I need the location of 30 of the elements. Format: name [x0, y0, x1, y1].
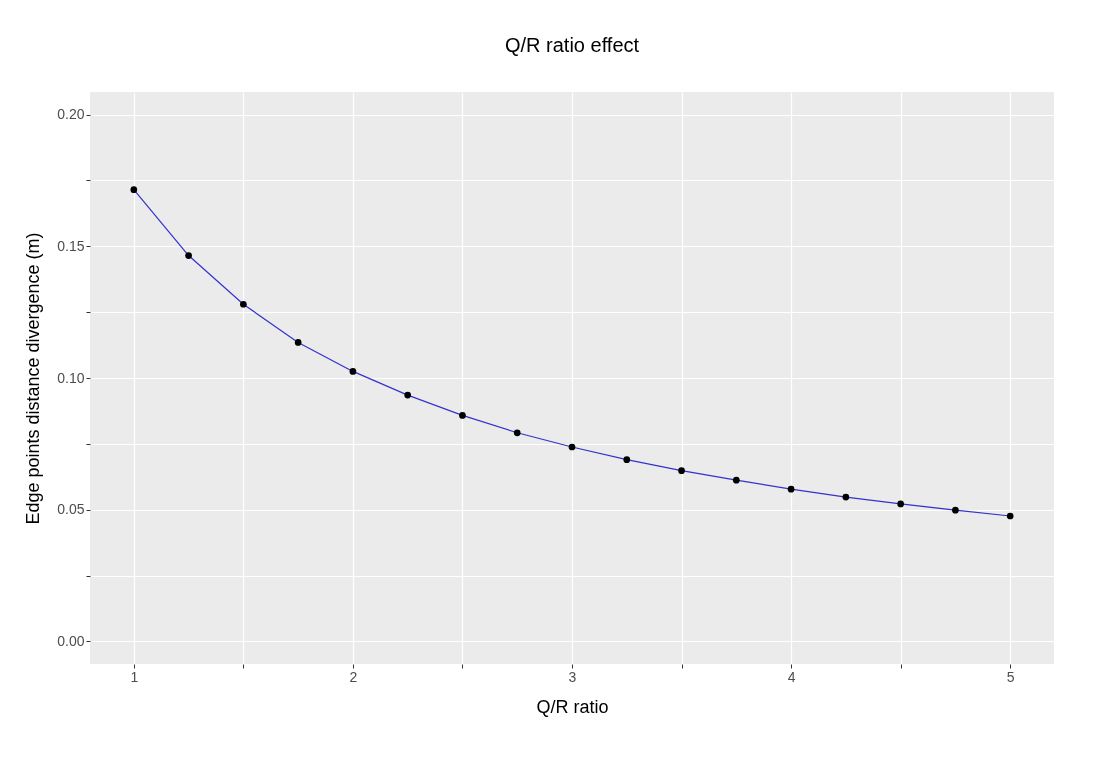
x-tick-label: 5	[1006, 668, 1015, 685]
point	[842, 493, 850, 501]
point	[623, 456, 631, 463]
point	[459, 412, 466, 419]
y-tick-label: 0.00	[57, 632, 85, 649]
point	[1006, 512, 1014, 520]
point	[952, 506, 959, 514]
x-tick-label: 3	[568, 668, 577, 685]
point	[678, 467, 685, 475]
chart-title: Q/R ratio effect	[504, 34, 640, 56]
point	[732, 476, 740, 484]
x-tick-label: 2	[349, 668, 358, 685]
point	[130, 186, 138, 194]
y-tick-label: 0.20	[57, 106, 85, 123]
point	[513, 429, 521, 437]
x-axis-title: Q/R ratio	[536, 696, 609, 717]
point	[185, 252, 192, 259]
y-tick-label: 0.15	[57, 237, 85, 254]
point	[240, 300, 247, 308]
point	[404, 391, 412, 399]
y-axis-title: Edge points distance divergence (m)	[23, 232, 44, 525]
point	[568, 443, 576, 451]
point	[349, 368, 357, 375]
x-tick-label: 1	[130, 668, 139, 685]
point	[897, 500, 904, 508]
x-tick-label: 4	[787, 668, 796, 685]
y-tick-label: 0.05	[57, 501, 85, 518]
point	[787, 485, 795, 493]
y-tick-label: 0.10	[57, 369, 85, 386]
point	[294, 339, 302, 346]
